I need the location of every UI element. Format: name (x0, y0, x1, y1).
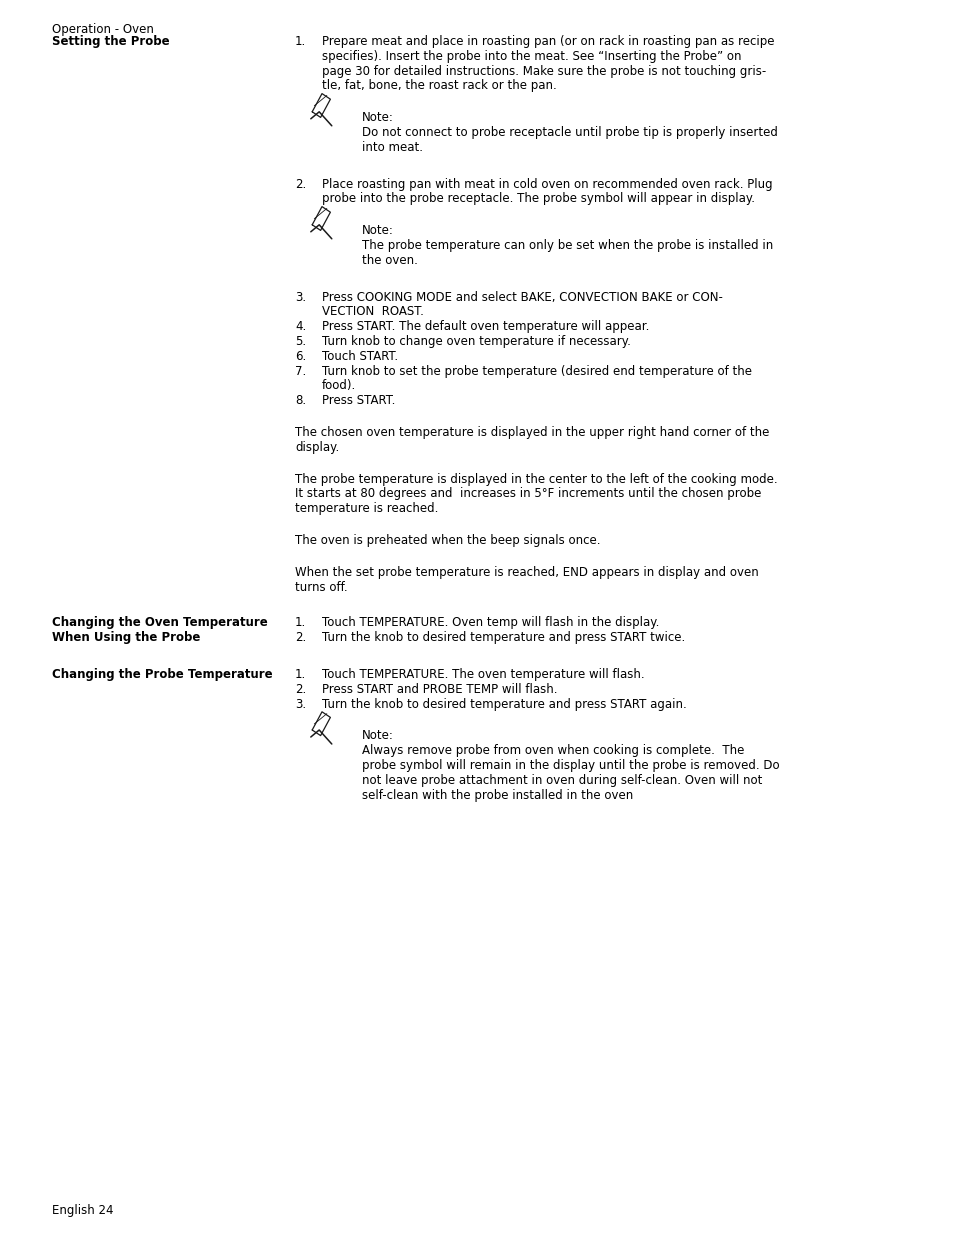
Text: Press START.: Press START. (322, 394, 395, 408)
Text: 7.: 7. (294, 364, 306, 378)
Text: The probe temperature is displayed in the center to the left of the cooking mode: The probe temperature is displayed in th… (294, 473, 777, 485)
Text: 6.: 6. (294, 350, 306, 363)
Text: 8.: 8. (294, 394, 306, 408)
Text: 2.: 2. (294, 683, 306, 695)
Text: probe symbol will remain in the display until the probe is removed. Do: probe symbol will remain in the display … (361, 760, 779, 772)
Text: 4.: 4. (294, 320, 306, 333)
Text: specifies). Insert the probe into the meat. See “Inserting the Probe” on: specifies). Insert the probe into the me… (322, 49, 740, 63)
Text: 1.: 1. (294, 35, 306, 48)
Text: not leave probe attachment in oven during self-clean. Oven will not: not leave probe attachment in oven durin… (361, 774, 761, 787)
Text: Prepare meat and place in roasting pan (or on rack in roasting pan as recipe: Prepare meat and place in roasting pan (… (322, 35, 774, 48)
Text: 2.: 2. (294, 631, 306, 645)
Text: Touch TEMPERATURE. Oven temp will flash in the display.: Touch TEMPERATURE. Oven temp will flash … (322, 616, 659, 630)
Text: 3.: 3. (294, 698, 306, 710)
Text: temperature is reached.: temperature is reached. (294, 503, 438, 515)
Text: Touch START.: Touch START. (322, 350, 397, 363)
Text: Press START. The default oven temperature will appear.: Press START. The default oven temperatur… (322, 320, 649, 333)
Text: Place roasting pan with meat in cold oven on recommended oven rack. Plug: Place roasting pan with meat in cold ove… (322, 178, 772, 190)
Text: Turn the knob to desired temperature and press START twice.: Turn the knob to desired temperature and… (322, 631, 684, 645)
Text: into meat.: into meat. (361, 141, 422, 154)
Text: Note:: Note: (361, 111, 394, 125)
Text: Note:: Note: (361, 730, 394, 742)
Text: Changing the Probe Temperature: Changing the Probe Temperature (52, 668, 273, 680)
Text: The oven is preheated when the beep signals once.: The oven is preheated when the beep sign… (294, 534, 599, 547)
Text: food).: food). (322, 379, 355, 393)
Text: Note:: Note: (361, 225, 394, 237)
Text: Press START and PROBE TEMP will flash.: Press START and PROBE TEMP will flash. (322, 683, 557, 695)
Text: 1.: 1. (294, 616, 306, 630)
Text: 1.: 1. (294, 668, 306, 680)
Text: When the set probe temperature is reached, END appears in display and oven: When the set probe temperature is reache… (294, 566, 758, 579)
Text: page 30 for detailed instructions. Make sure the probe is not touching gris-: page 30 for detailed instructions. Make … (322, 64, 765, 78)
Text: Operation - Oven: Operation - Oven (52, 23, 153, 36)
Text: English 24: English 24 (52, 1204, 113, 1216)
Text: tle, fat, bone, the roast rack or the pan.: tle, fat, bone, the roast rack or the pa… (322, 79, 557, 93)
Text: When Using the Probe: When Using the Probe (52, 631, 200, 645)
Text: turns off.: turns off. (294, 580, 347, 594)
Text: self-clean with the probe installed in the oven: self-clean with the probe installed in t… (361, 789, 633, 802)
Text: 2.: 2. (294, 178, 306, 190)
Text: Do not connect to probe receptacle until probe tip is properly inserted: Do not connect to probe receptacle until… (361, 126, 777, 140)
Text: display.: display. (294, 441, 339, 453)
Text: The chosen oven temperature is displayed in the upper right hand corner of the: The chosen oven temperature is displayed… (294, 426, 768, 438)
Text: It starts at 80 degrees and  increases in 5°F increments until the chosen probe: It starts at 80 degrees and increases in… (294, 488, 760, 500)
Text: Turn the knob to desired temperature and press START again.: Turn the knob to desired temperature and… (322, 698, 686, 710)
Text: Setting the Probe: Setting the Probe (52, 35, 170, 48)
Text: Turn knob to change oven temperature if necessary.: Turn knob to change oven temperature if … (322, 335, 630, 348)
Text: VECTION  ROAST.: VECTION ROAST. (322, 305, 423, 319)
Text: Press COOKING MODE and select BAKE, CONVECTION BAKE or CON-: Press COOKING MODE and select BAKE, CONV… (322, 290, 722, 304)
Text: 3.: 3. (294, 290, 306, 304)
Text: Touch TEMPERATURE. The oven temperature will flash.: Touch TEMPERATURE. The oven temperature … (322, 668, 644, 680)
Text: The probe temperature can only be set when the probe is installed in: The probe temperature can only be set wh… (361, 240, 773, 252)
Text: Always remove probe from oven when cooking is complete.  The: Always remove probe from oven when cooki… (361, 745, 743, 757)
Text: Changing the Oven Temperature: Changing the Oven Temperature (52, 616, 268, 630)
Text: 5.: 5. (294, 335, 306, 348)
Text: probe into the probe receptacle. The probe symbol will appear in display.: probe into the probe receptacle. The pro… (322, 193, 754, 205)
Text: the oven.: the oven. (361, 254, 417, 267)
Text: Turn knob to set the probe temperature (desired end temperature of the: Turn knob to set the probe temperature (… (322, 364, 751, 378)
